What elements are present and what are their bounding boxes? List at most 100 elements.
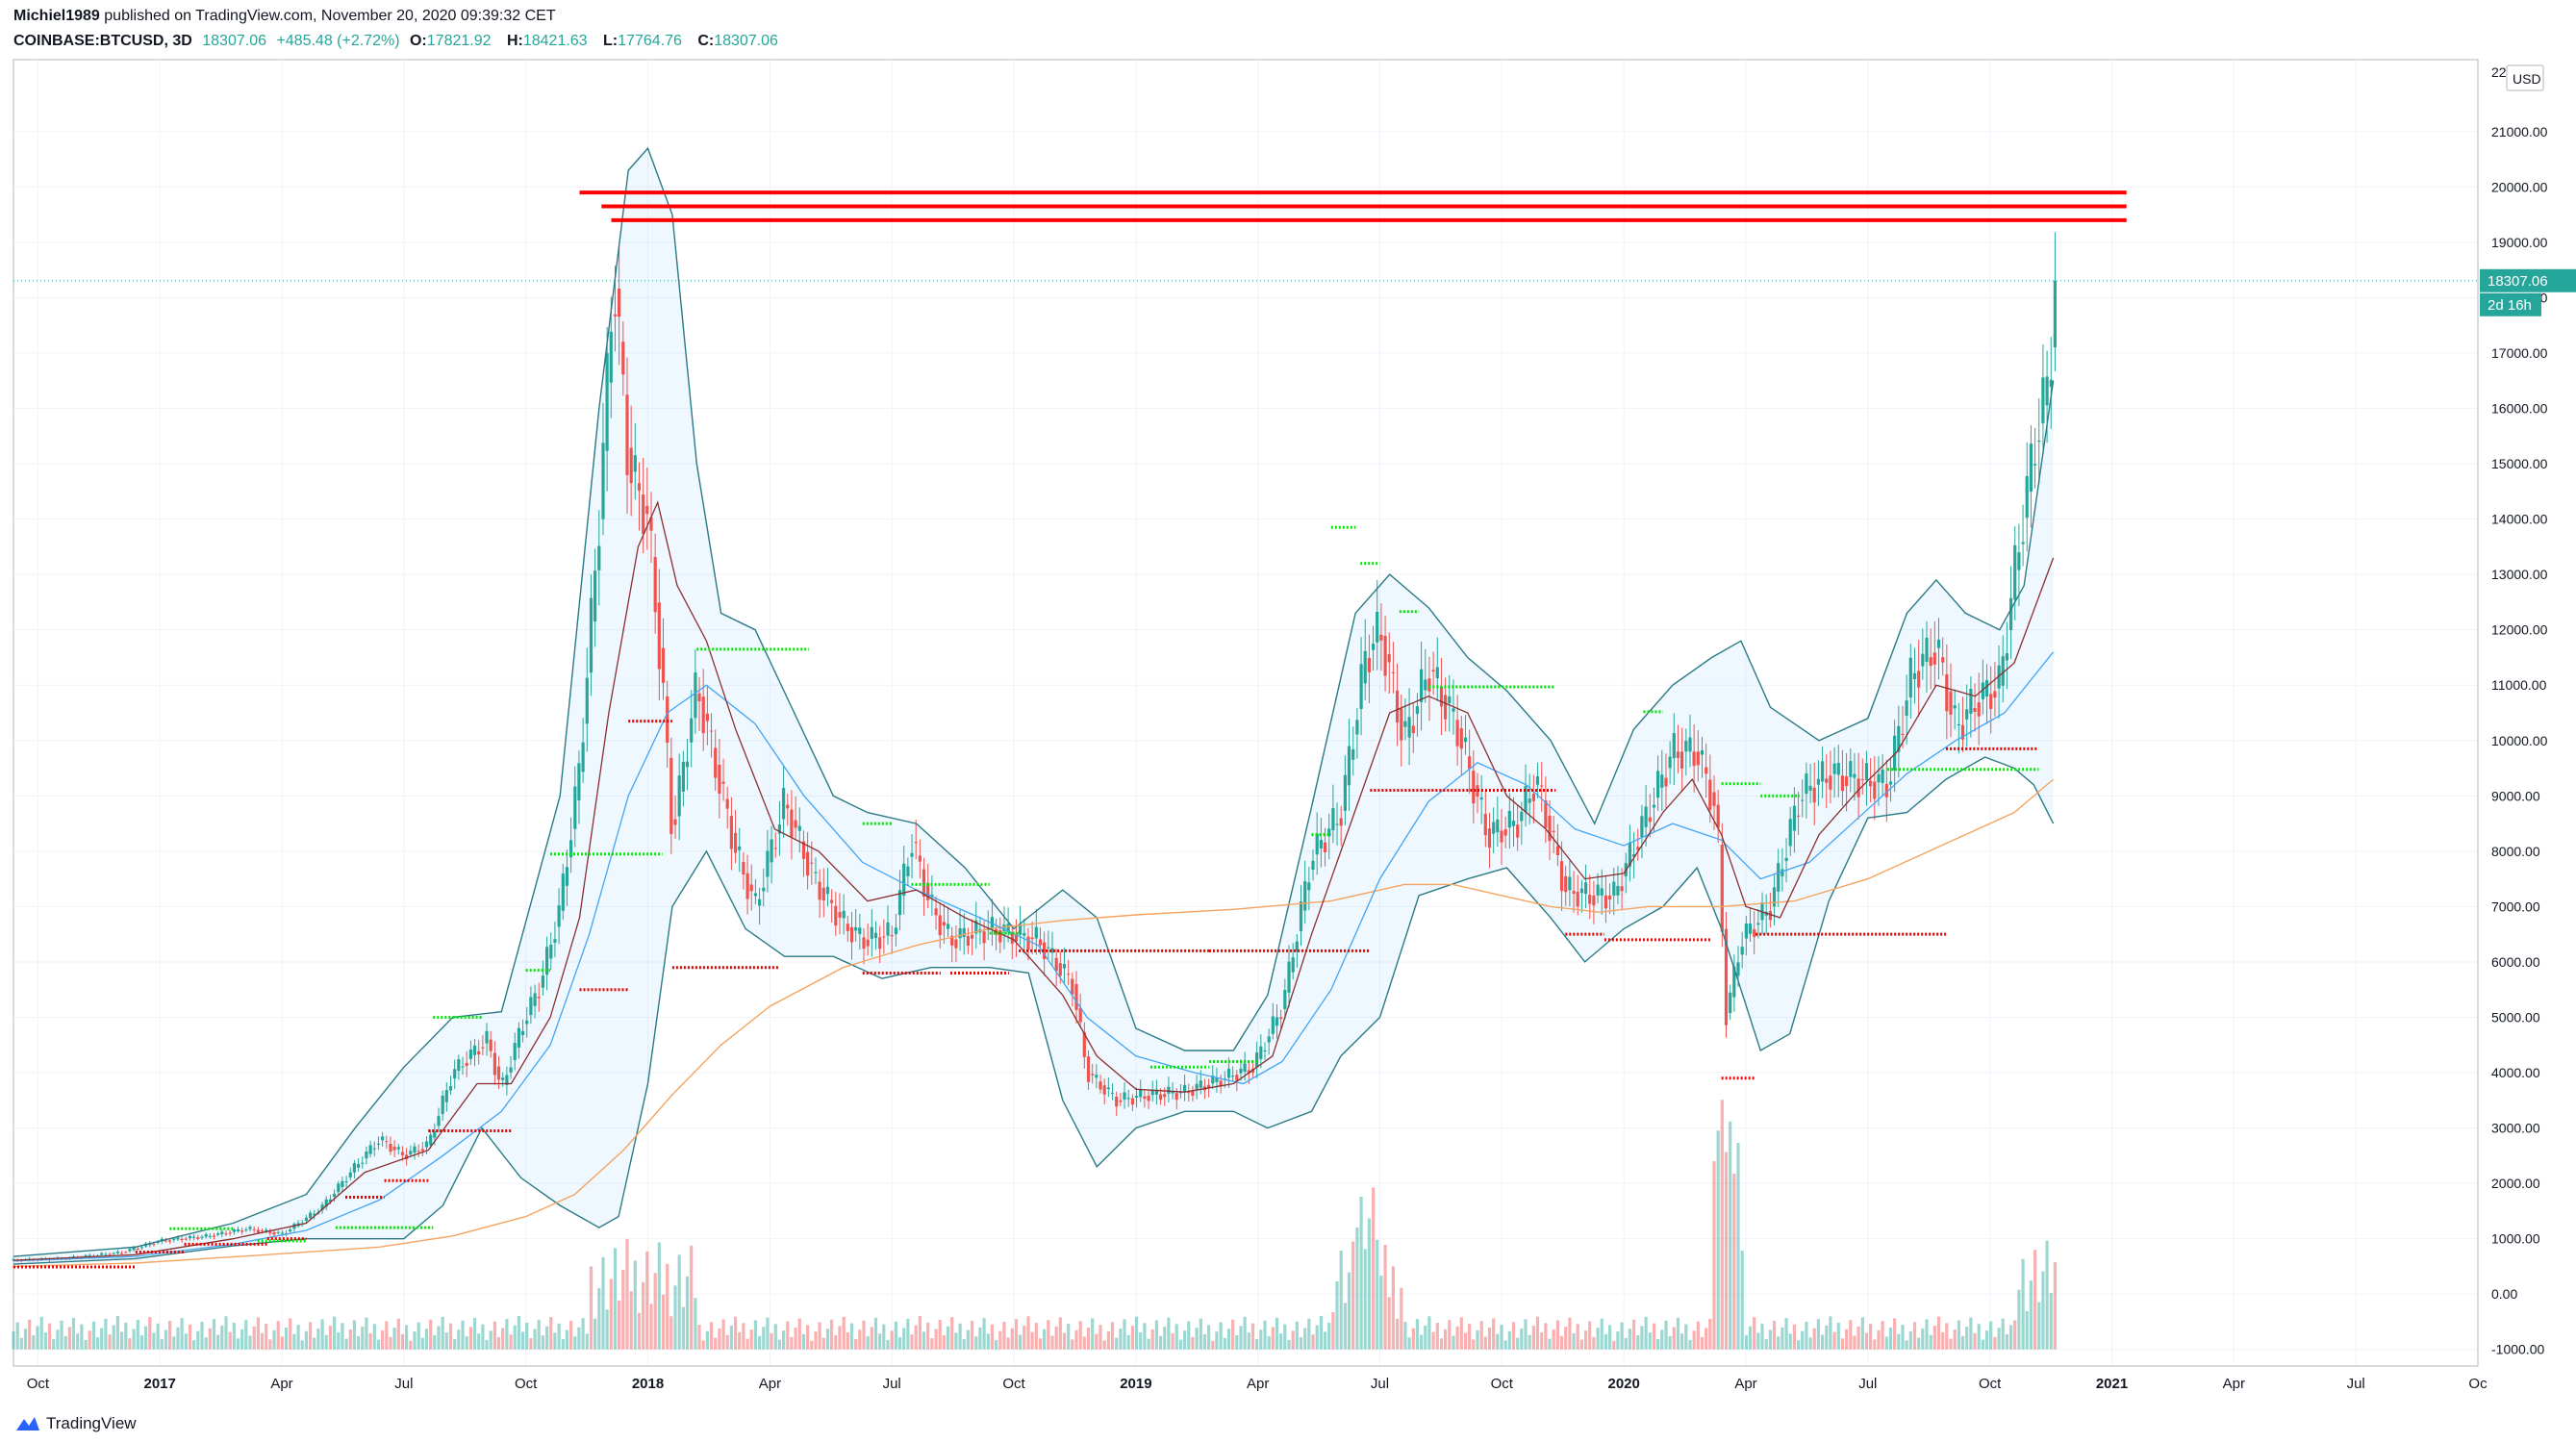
- price-tick-label: 16000.00: [2491, 401, 2548, 417]
- volume-bar: [581, 1318, 585, 1350]
- volume-bar: [830, 1319, 834, 1350]
- volume-bar: [208, 1328, 212, 1350]
- candle-body: [1716, 804, 1720, 828]
- volume-bar: [910, 1334, 914, 1350]
- candle-body: [1832, 763, 1836, 774]
- candle-body: [1616, 885, 1620, 896]
- volume-bar: [457, 1329, 461, 1350]
- ma-long-line: [13, 778, 2055, 1268]
- volume-bar: [1415, 1319, 1419, 1350]
- candle-body: [1487, 828, 1492, 848]
- candle-body: [192, 1236, 196, 1238]
- volume-bar: [328, 1326, 332, 1350]
- volume-bar: [1250, 1323, 1255, 1350]
- candle-body: [677, 775, 681, 817]
- price-tick-label: 2000.00: [2491, 1176, 2540, 1191]
- candle-body: [930, 894, 934, 897]
- volume-bar: [320, 1319, 324, 1350]
- volume-bar: [745, 1338, 749, 1350]
- candle-body: [1023, 932, 1026, 936]
- time-tick-label: Apr: [1734, 1376, 1756, 1392]
- volume-bar: [842, 1316, 846, 1350]
- volume-bar: [1174, 1324, 1178, 1350]
- candle-body: [1511, 821, 1516, 826]
- candle-body: [1604, 895, 1607, 909]
- volume-bar: [766, 1317, 770, 1350]
- candle-body: [216, 1233, 220, 1235]
- volume-bar: [196, 1330, 200, 1350]
- volume-bar: [1347, 1272, 1351, 1350]
- candle-body: [1106, 1087, 1110, 1090]
- change-label: +485.48 (+2.72%): [276, 33, 400, 49]
- candle-body: [2041, 377, 2045, 424]
- candle-body: [1720, 845, 1724, 932]
- volume-bar: [1540, 1331, 1544, 1350]
- candle-body: [1351, 748, 1355, 760]
- volume-bar: [1411, 1328, 1415, 1350]
- volume-bar: [1154, 1320, 1158, 1350]
- candle-body: [220, 1231, 224, 1234]
- candle-body: [629, 447, 633, 484]
- price-tick-label: 21000.00: [2491, 124, 2548, 139]
- candle-body: [1379, 634, 1383, 641]
- candle-body: [176, 1237, 180, 1240]
- volume-bar: [1588, 1321, 1592, 1350]
- volume-bar: [1014, 1319, 1019, 1350]
- currency-box[interactable]: [2506, 64, 2544, 91]
- candle-body: [810, 862, 814, 864]
- volume-bar: [926, 1322, 930, 1350]
- candle-body: [448, 1086, 453, 1091]
- volume-bar: [1472, 1339, 1476, 1350]
- volume-bar: [922, 1331, 926, 1350]
- candle-body: [485, 1030, 489, 1044]
- volume-bar: [1500, 1325, 1503, 1350]
- volume-bar: [1664, 1320, 1668, 1350]
- price-tick-label: 3000.00: [2491, 1121, 2540, 1136]
- volume-bar: [549, 1317, 553, 1350]
- volume-bar: [84, 1339, 88, 1350]
- price-tick-label: 9000.00: [2491, 788, 2540, 803]
- candle-body: [1339, 818, 1343, 826]
- volume-bar: [1753, 1317, 1756, 1350]
- open-value: 17821.92: [426, 33, 492, 49]
- candle-body: [1163, 1094, 1167, 1098]
- volume-bar: [1720, 1100, 1724, 1350]
- candle-body: [770, 839, 773, 863]
- candle-body: [1452, 708, 1455, 712]
- low-value: 17764.76: [618, 33, 682, 49]
- volume-bar: [468, 1327, 472, 1350]
- volume-bar: [1444, 1329, 1448, 1350]
- candle-body: [1271, 1016, 1275, 1034]
- volume-bar: [220, 1325, 224, 1350]
- volume-bar: [1439, 1338, 1444, 1350]
- volume-bar: [236, 1338, 240, 1350]
- candle-body: [1528, 798, 1531, 803]
- candle-body: [2005, 653, 2008, 661]
- volume-bar: [633, 1260, 637, 1350]
- tradingview-brand[interactable]: TradingView: [15, 1414, 137, 1433]
- candle-body: [1888, 781, 1893, 785]
- volume-bar: [1877, 1329, 1881, 1350]
- candle-body: [1816, 778, 1820, 785]
- candle-body: [1150, 1090, 1154, 1096]
- volume-bar: [1391, 1266, 1395, 1350]
- candle-body: [501, 1077, 505, 1080]
- candle-body: [1038, 939, 1043, 946]
- candle-body: [1648, 817, 1652, 823]
- candle-body: [1367, 657, 1371, 672]
- candle-body: [1997, 665, 2001, 689]
- candle-body: [621, 342, 625, 375]
- symbol-label[interactable]: COINBASE:BTCUSD, 3D: [13, 33, 192, 49]
- candle-body: [1788, 819, 1792, 847]
- volume-bar: [300, 1340, 304, 1350]
- volume-bar: [1821, 1334, 1825, 1350]
- volume-bar: [954, 1332, 958, 1350]
- candle-body: [773, 848, 777, 849]
- candle-body: [1078, 1007, 1082, 1023]
- volume-bar: [1226, 1329, 1231, 1350]
- candle-body: [1343, 774, 1347, 811]
- volume-bar: [1459, 1317, 1463, 1350]
- volume-bar: [1973, 1332, 1977, 1350]
- volume-bar: [621, 1269, 625, 1350]
